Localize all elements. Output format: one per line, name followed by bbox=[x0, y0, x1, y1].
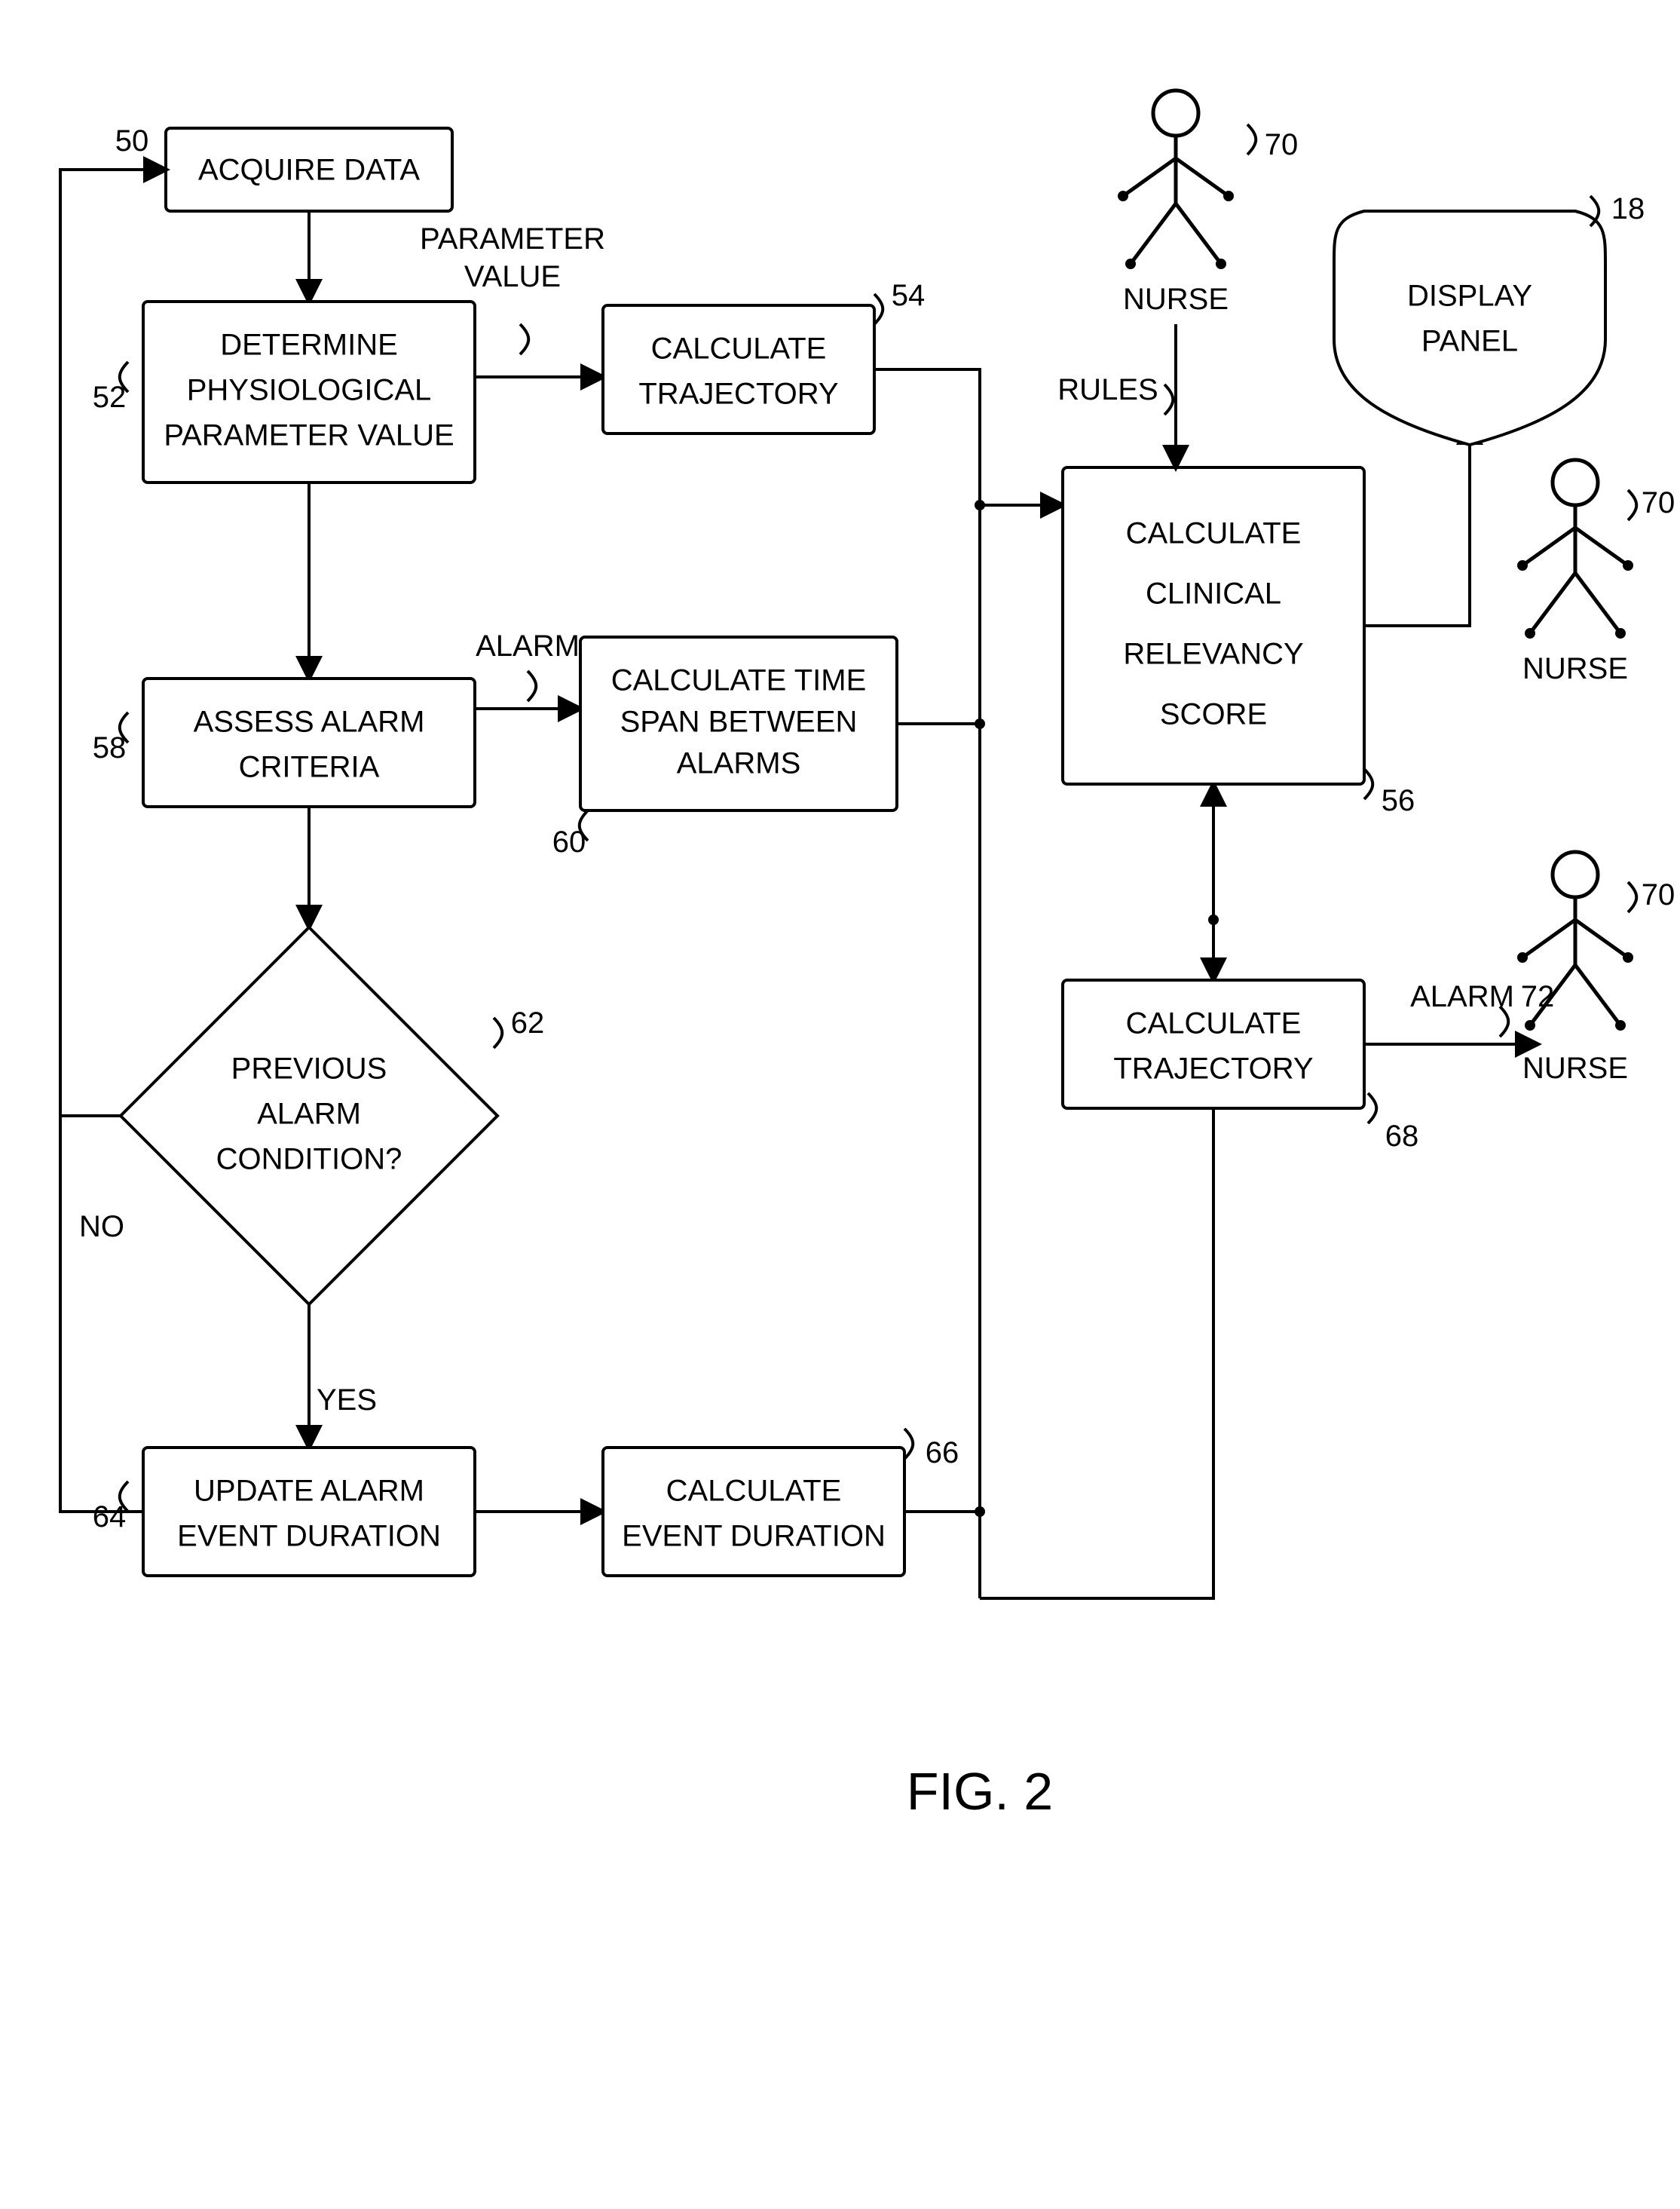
flowchart-canvas: ACQUIRE DATA 50 DETERMINE PHYSIOLOGICAL … bbox=[0, 0, 1680, 2209]
svg-text:CALCULATE TIME: CALCULATE TIME bbox=[611, 664, 867, 697]
svg-text:PARAMETER VALUE: PARAMETER VALUE bbox=[164, 419, 454, 452]
svg-text:PANEL: PANEL bbox=[1421, 325, 1518, 358]
svg-text:DISPLAY: DISPLAY bbox=[1407, 280, 1532, 313]
nurse-icon-top bbox=[1118, 90, 1234, 269]
ref-70-alarm: 70 bbox=[1642, 878, 1675, 911]
node-decision: PREVIOUS ALARM CONDITION? bbox=[121, 927, 497, 1304]
svg-text:PREVIOUS: PREVIOUS bbox=[231, 1052, 387, 1086]
decision-no: NO bbox=[79, 1210, 124, 1243]
nurse-label-top: NURSE bbox=[1123, 283, 1229, 316]
ref-70-display: 70 bbox=[1642, 486, 1675, 519]
ref-54: 54 bbox=[892, 279, 926, 312]
svg-text:ALARM: ALARM bbox=[257, 1098, 361, 1131]
svg-text:TRAJECTORY: TRAJECTORY bbox=[1113, 1052, 1313, 1086]
acquire-text: ACQUIRE DATA bbox=[198, 154, 420, 187]
node-calc-event-duration: CALCULATE EVENT DURATION bbox=[603, 1448, 904, 1576]
edge-bus-score-bottom bbox=[980, 784, 1213, 1598]
svg-text:CALCULATE: CALCULATE bbox=[1126, 1007, 1302, 1040]
node-calc-timespan: CALCULATE TIME SPAN BETWEEN ALARMS bbox=[580, 637, 897, 810]
figure-label: FIG. 2 bbox=[907, 1762, 1053, 1821]
svg-text:CALCULATE: CALCULATE bbox=[1126, 517, 1302, 550]
decision-yes: YES bbox=[317, 1383, 377, 1417]
ref-68: 68 bbox=[1385, 1120, 1419, 1153]
node-calc-trajectory-1: CALCULATE TRAJECTORY bbox=[603, 305, 874, 434]
nurse-label-display: NURSE bbox=[1522, 652, 1628, 685]
ref-50: 50 bbox=[115, 124, 149, 158]
edge-update-loop bbox=[60, 1116, 143, 1512]
svg-text:CONDITION?: CONDITION? bbox=[216, 1143, 402, 1176]
rules-label: RULES bbox=[1057, 373, 1158, 406]
svg-text:EVENT DURATION: EVENT DURATION bbox=[177, 1520, 441, 1553]
nurse-label-alarm: NURSE bbox=[1522, 1052, 1628, 1085]
node-calc-score: CALCULATE CLINICAL RELEVANCY SCORE bbox=[1063, 467, 1364, 784]
ref-18: 18 bbox=[1611, 192, 1645, 225]
node-display-panel: DISPLAY PANEL bbox=[1334, 211, 1605, 445]
alarm-label-1: ALARM bbox=[476, 630, 580, 663]
nurse-icon-display bbox=[1517, 460, 1633, 639]
param-value-l2: VALUE bbox=[464, 260, 561, 293]
ref-62: 62 bbox=[511, 1006, 545, 1040]
param-value-l1: PARAMETER bbox=[420, 222, 605, 256]
node-calc-trajectory-2: CALCULATE TRAJECTORY bbox=[1063, 980, 1364, 1108]
svg-text:CALCULATE: CALCULATE bbox=[666, 1475, 842, 1508]
svg-text:PHYSIOLOGICAL: PHYSIOLOGICAL bbox=[187, 374, 432, 407]
node-update: UPDATE ALARM EVENT DURATION bbox=[143, 1448, 475, 1576]
node-acquire-data: ACQUIRE DATA bbox=[166, 128, 452, 211]
node-assess: ASSESS ALARM CRITERIA bbox=[143, 679, 475, 807]
svg-text:SPAN BETWEEN: SPAN BETWEEN bbox=[620, 706, 858, 739]
svg-text:CALCULATE: CALCULATE bbox=[651, 332, 827, 366]
ref-56: 56 bbox=[1382, 784, 1415, 817]
alarm-label-2: ALARM bbox=[1410, 980, 1514, 1013]
svg-text:RELEVANCY: RELEVANCY bbox=[1123, 638, 1303, 671]
svg-text:ASSESS ALARM: ASSESS ALARM bbox=[194, 706, 425, 739]
svg-text:UPDATE ALARM: UPDATE ALARM bbox=[194, 1475, 424, 1508]
node-determine: DETERMINE PHYSIOLOGICAL PARAMETER VALUE bbox=[143, 302, 475, 483]
svg-text:DETERMINE: DETERMINE bbox=[220, 329, 398, 362]
ref-70-top: 70 bbox=[1265, 128, 1299, 161]
svg-text:SCORE: SCORE bbox=[1160, 698, 1267, 731]
svg-text:ALARMS: ALARMS bbox=[677, 747, 801, 780]
svg-text:CLINICAL: CLINICAL bbox=[1146, 578, 1281, 611]
svg-text:TRAJECTORY: TRAJECTORY bbox=[638, 378, 838, 411]
svg-text:CRITERIA: CRITERIA bbox=[239, 751, 380, 784]
svg-text:EVENT DURATION: EVENT DURATION bbox=[622, 1520, 886, 1553]
edge-score-display bbox=[1364, 422, 1470, 626]
ref-66: 66 bbox=[926, 1436, 959, 1469]
